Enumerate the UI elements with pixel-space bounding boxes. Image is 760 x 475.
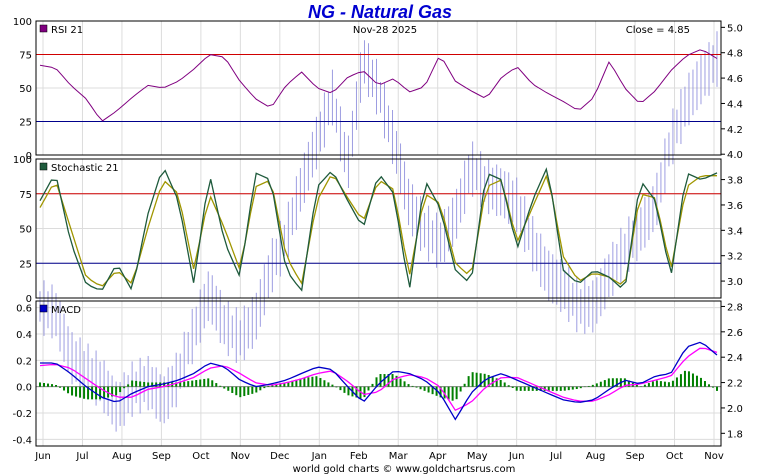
right-tick-label: 4.6 [727, 74, 743, 85]
left-tick-label: 25 [19, 118, 32, 129]
stochastic-signal-line [39, 174, 717, 287]
right-tick-label: 2.4 [727, 353, 743, 364]
left-tick-label: 100 [13, 17, 32, 28]
left-tick-label: 25 [19, 259, 32, 270]
legend-swatch [39, 304, 48, 313]
chart-title: NG - Natural Gas [307, 2, 453, 22]
left-tick-label: 50 [19, 84, 32, 95]
right-tick-label: 2.8 [727, 302, 743, 313]
left-tick-label: 0.4 [16, 330, 32, 341]
left-tick-label: -0.2 [12, 409, 32, 420]
panel-frames [35, 20, 722, 447]
month-tick-label: Aug [586, 451, 606, 462]
month-tick-label: Jul [549, 451, 562, 462]
right-tick-label: 4.4 [727, 99, 743, 110]
panel-frame [35, 20, 722, 156]
legend-label: MACD [51, 305, 81, 316]
stochastic-line [39, 167, 718, 292]
legend-label: Stochastic 21 [51, 163, 119, 174]
left-tick-label: 50 [19, 225, 32, 236]
right-tick-label: 5.0 [727, 23, 743, 34]
left-tick-label: 75 [19, 190, 32, 201]
left-tick-label: -0.4 [12, 435, 32, 446]
left-tick-label: 0 [26, 294, 32, 305]
footer-credit: world gold charts © www.goldchartsrus.co… [293, 464, 516, 475]
month-tick-label: Oct [192, 451, 209, 462]
month-tick-label: Jul [75, 451, 88, 462]
right-tick-label: 4.8 [727, 49, 743, 60]
axis-labels: Jun Jul Aug Sep Oct Nov Dec Jan Feb Mar Apr May Jun J… [12, 17, 742, 462]
macd-line [40, 341, 718, 421]
month-tick-label: Jun [508, 451, 525, 462]
left-tick-label: 0.2 [16, 356, 32, 367]
panel-frame [35, 300, 722, 447]
month-tick-label: Oct [666, 451, 683, 462]
grid-lines [36, 20, 721, 446]
month-tick-label: Nov [704, 451, 724, 462]
month-tick-label: Sep [152, 451, 171, 462]
month-tick-label: Apr [429, 451, 447, 462]
month-tick-label: Jan [311, 451, 327, 462]
right-tick-label: 4.0 [727, 150, 743, 161]
month-tick-label: Nov [231, 451, 251, 462]
month-tick-label: Dec [270, 451, 289, 462]
left-tick-label: 0 [26, 151, 32, 162]
macd-signal-line [39, 347, 718, 412]
legend-swatch [39, 162, 48, 171]
right-tick-label: 3.2 [727, 252, 743, 263]
rsi-line [39, 49, 718, 122]
month-tick-label: Aug [112, 451, 132, 462]
legend-label: RSI 21 [51, 25, 83, 36]
right-tick-label: 3.6 [727, 201, 743, 212]
month-tick-label: Jun [34, 451, 51, 462]
right-tick-label: 4.2 [727, 125, 743, 136]
close-price-label: Close = 4.85 [626, 25, 690, 36]
left-tick-label: 0.6 [16, 304, 32, 315]
right-tick-label: 1.8 [727, 429, 743, 440]
month-tick-label: May [467, 451, 488, 462]
right-tick-label: 3.8 [727, 176, 743, 187]
left-tick-label: 75 [19, 51, 32, 62]
month-tick-label: Mar [389, 451, 409, 462]
panel-frame [35, 158, 722, 299]
month-tick-label: Sep [626, 451, 645, 462]
left-tick-label: 0.0 [16, 383, 32, 394]
indicator-lines [39, 49, 718, 421]
right-tick-label: 2.6 [727, 328, 743, 339]
right-tick-label: 3.0 [727, 277, 743, 288]
chart-date: Nov-28 2025 [353, 25, 417, 36]
month-tick-label: Feb [350, 451, 368, 462]
legend-swatch [39, 24, 48, 33]
right-tick-label: 2.0 [727, 404, 743, 415]
right-tick-label: 3.4 [727, 226, 743, 237]
price-bars [39, 31, 718, 432]
left-tick-label: 100 [13, 155, 32, 166]
right-tick-label: 2.2 [727, 379, 743, 390]
